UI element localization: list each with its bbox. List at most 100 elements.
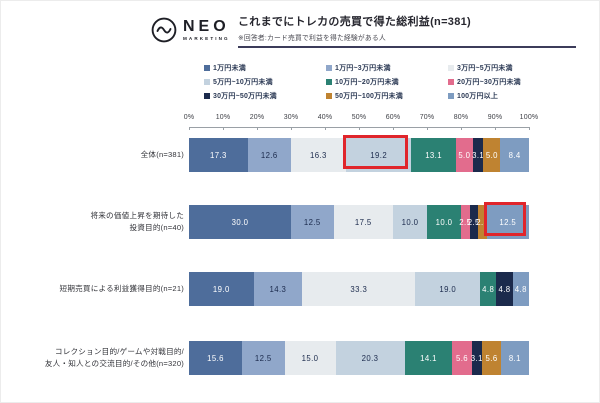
bar-segment: 19.0 <box>415 272 481 306</box>
bar-value-label: 2.5 <box>459 217 472 227</box>
logo-subtitle: MARKETING <box>183 35 230 41</box>
category-label: コレクション目的/ゲームや対戦目的/友人・知人との交流目的/その他(n=320) <box>17 341 184 375</box>
legend-label: 10万円~20万円未満 <box>335 79 399 86</box>
legend-swatch <box>326 79 332 85</box>
highlight-box <box>483 202 526 236</box>
bar-value-label: 20.3 <box>361 353 379 363</box>
category-label-line: コレクション目的/ゲームや対戦目的/ <box>54 346 184 356</box>
bar-value-label: 12.6 <box>260 150 278 160</box>
legend-item: 50万円~100万円未満 <box>326 91 448 101</box>
bar-value-label: 5.0 <box>458 150 471 160</box>
legend-swatch <box>204 93 210 99</box>
bar-value-label: 3.1 <box>472 150 485 160</box>
bar-segment: 8.1 <box>501 341 529 375</box>
category-label-line: 短期売買による利益獲得目的(n=21) <box>59 283 184 293</box>
bar-value-label: 5.6 <box>485 353 498 363</box>
bar-segment: 2.5 <box>459 205 472 239</box>
legend-swatch <box>204 79 210 85</box>
bar-segment: 12.6 <box>247 138 291 172</box>
legend-item: 10万円~20万円未満 <box>326 77 448 87</box>
title-block: これまでにトレカの売買で得た総利益(n=381) ※回答者:カード売買で利益を得… <box>238 13 576 48</box>
bar-segment: 20.3 <box>335 341 405 375</box>
axis-tick-label: 90% <box>487 114 503 121</box>
legend-item: 20万円~30万円未満 <box>448 77 570 87</box>
bar-value-label: 16.3 <box>309 150 327 160</box>
bar-segment: 15.0 <box>284 341 336 375</box>
axis-tick-label: 40% <box>317 114 333 121</box>
bar-value-label: 33.3 <box>350 284 368 294</box>
bar-value-label: 19.0 <box>212 284 230 294</box>
bar-segment: 14.1 <box>404 341 453 375</box>
axis-tick-mark <box>291 127 292 130</box>
bar-value-label: 14.1 <box>420 353 437 363</box>
logo-text: NEO MARKETING <box>183 17 230 42</box>
bar-value-label: 3.1 <box>470 353 483 363</box>
axis-tick-label: 70% <box>419 114 435 121</box>
bar-row: 19.0 14.3 33.3 19.0 4.8 4.8 4.8 <box>189 272 529 306</box>
bar-segment: 12.5 <box>291 205 334 239</box>
axis-tick-mark <box>461 127 462 130</box>
axis-tick-label: 60% <box>385 114 401 121</box>
header-divider <box>238 46 576 48</box>
axis-tick-mark <box>529 127 530 130</box>
bar-value-label: 17.3 <box>210 150 227 160</box>
bar-segment: 17.5 <box>333 205 393 239</box>
bar-segment: 4.8 <box>480 272 497 306</box>
bar-segment: 10.0 <box>393 205 427 239</box>
axis-tick-label: 50% <box>351 114 367 121</box>
bar-segment: 12.5 <box>242 341 285 375</box>
bar-segment: 15.6 <box>189 341 243 375</box>
axis-tick-label: 100% <box>519 114 539 121</box>
bar-segment: 14.3 <box>253 272 303 306</box>
bar-row: 30.0 12.5 17.5 10.0 10.0 2.5 2.5 2.5 12.5 <box>189 205 529 239</box>
bar-value-label: 19.0 <box>439 284 457 294</box>
neo-marketing-logo: NEO MARKETING <box>151 17 230 43</box>
legend-swatch <box>448 65 454 71</box>
bar-value-label: 10.0 <box>435 217 453 227</box>
axis-tick-mark <box>223 127 224 130</box>
bar-value-label: 10.0 <box>401 217 419 227</box>
legend-item: 1万円~3万円未満 <box>326 63 448 73</box>
axis-tick-label: 80% <box>453 114 469 121</box>
legend-swatch <box>204 65 210 71</box>
axis-tick-label: 10% <box>215 114 231 121</box>
bar-segment: 13.1 <box>411 138 456 172</box>
bar-value-label: 5.0 <box>485 150 498 160</box>
chart-legend: 1万円未満 1万円~3万円未満 3万円~5万円未満 5万円~10万円未満 10万円~20… <box>204 63 570 101</box>
legend-label: 1万円~3万円未満 <box>335 65 391 72</box>
legend-item: 3万円~5万円未満 <box>448 63 570 73</box>
legend-item: 1万円未満 <box>204 63 326 73</box>
category-label-line: 投資目的(n=40) <box>129 223 184 232</box>
bar-value-label: 8.1 <box>508 353 521 363</box>
bar-value-label: 4.8 <box>514 284 527 294</box>
legend-label: 100万円以上 <box>457 93 499 100</box>
axis-tick-label: 0% <box>183 114 195 121</box>
axis-tick-mark <box>325 127 326 130</box>
legend-swatch <box>326 65 332 71</box>
bar-value-label: 19.2 <box>370 150 388 160</box>
legend-swatch <box>326 93 332 99</box>
bar-value-label: 4.8 <box>482 284 495 294</box>
bar-value-label: 8.4 <box>508 150 521 160</box>
bar-segment: 4.8 <box>512 272 529 306</box>
category-label: 短期売買による利益獲得目的(n=21) <box>17 272 184 306</box>
axis-tick-label: 30% <box>283 114 299 121</box>
axis-tick-label: 20% <box>249 114 265 121</box>
highlight-box <box>343 135 409 169</box>
bar-row: 17.3 12.6 16.3 19.2 13.1 5.0 3.1 5.0 8.4 <box>189 138 529 172</box>
bar-segment: 30.0 <box>189 205 291 239</box>
legend-item: 100万円以上 <box>448 91 570 101</box>
axis-tick-mark <box>189 127 190 130</box>
wave-circle-icon <box>151 17 177 43</box>
axis-tick-mark <box>393 127 394 130</box>
chart-subtitle: ※回答者:カード売買で利益を得た経験がある人 <box>238 35 386 42</box>
legend-label: 30万円~50万円未満 <box>213 93 277 100</box>
bar-segment: 4.8 <box>496 272 513 306</box>
legend-swatch <box>448 93 454 99</box>
chart-title: これまでにトレカの売買で得た総利益(n=381) <box>238 16 472 28</box>
bar-segment: 33.3 <box>302 272 416 306</box>
logo-brand: NEO <box>183 17 230 35</box>
bar-value-label: 2.5 <box>476 217 489 227</box>
legend-item: 5万円~10万円未満 <box>204 77 326 87</box>
bar-segment: 19.0 <box>189 272 254 306</box>
